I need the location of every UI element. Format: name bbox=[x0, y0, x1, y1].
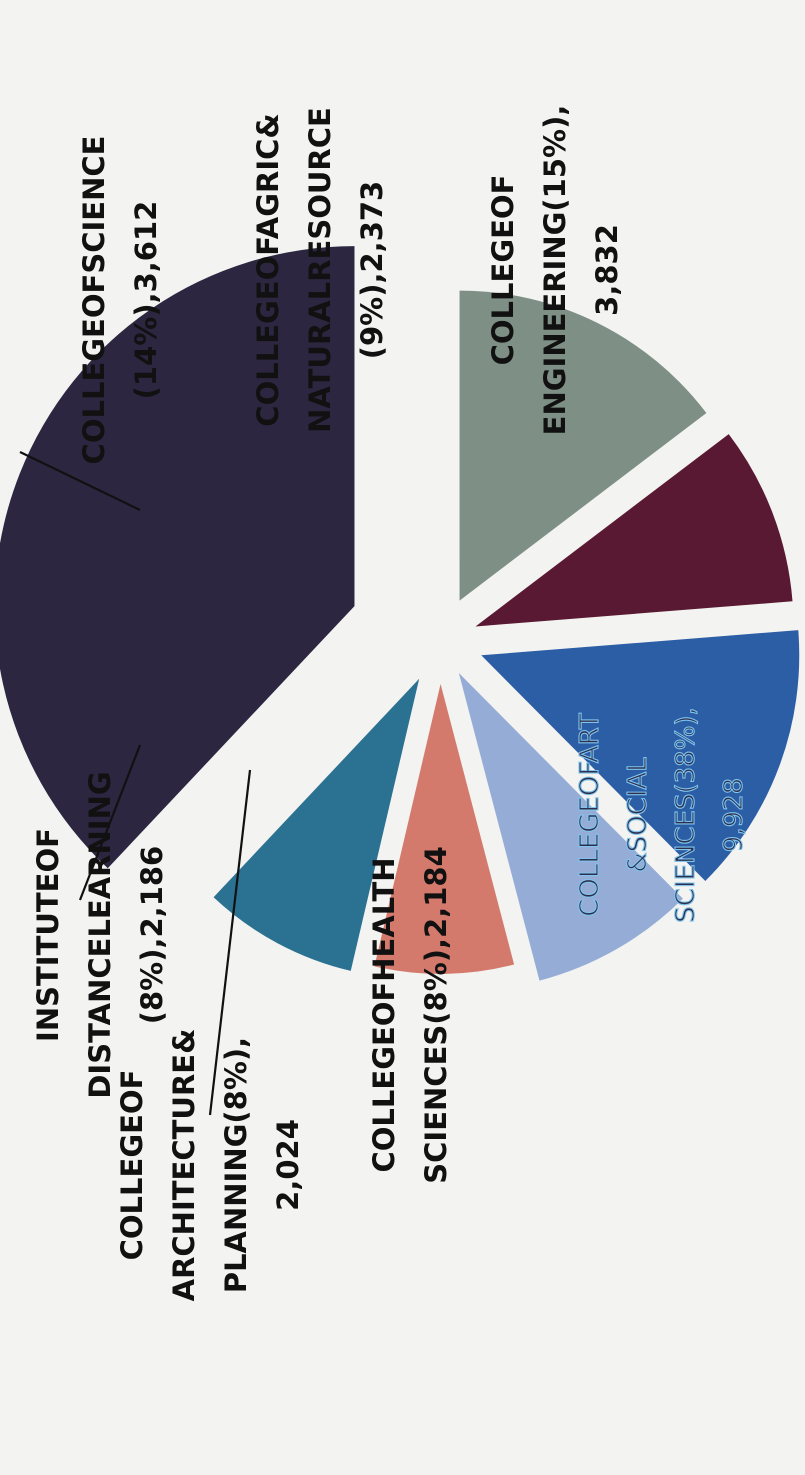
slice-label-line: NATURALRESOURCE bbox=[303, 107, 337, 433]
slice-label-line: COLLEGEOF bbox=[115, 1070, 149, 1261]
slice-label-science: COLLEGEOFSCIENCE (14%),3,612 bbox=[77, 136, 163, 465]
pie-slice-science bbox=[481, 630, 800, 881]
slice-label-line: (9%),2,373 bbox=[355, 181, 389, 360]
slice-labels: COLLEGEOF ENGINEERING(15%), 3,832COLLEGEOF… bbox=[31, 105, 750, 1302]
slice-label-line: &SOCIAL bbox=[623, 757, 653, 873]
slice-label-line: DISTANCELEARNING bbox=[83, 771, 117, 1098]
slice-label-line: 9,928 bbox=[719, 778, 749, 852]
slice-label-line: SCIENCES(38%), bbox=[671, 707, 701, 923]
pie-slice-art-social-sciences bbox=[0, 246, 355, 869]
slice-label-engineering: COLLEGEOF ENGINEERING(15%), 3,832 bbox=[486, 105, 624, 436]
slice-label-line: ENGINEERING(15%), bbox=[538, 105, 572, 436]
slice-label-line: (8%),2,186 bbox=[135, 846, 169, 1025]
slice-label-line: COLLEGEOFHEALTH bbox=[367, 857, 401, 1172]
slice-label-agric-natural-resource: COLLEGEOFAGRIC& NATURALRESOURCE (9%),2,373 bbox=[251, 107, 389, 433]
pie-slice-architecture-planning bbox=[374, 683, 515, 974]
slice-label-line: SCIENCES(8%),2,184 bbox=[419, 846, 453, 1184]
leader-line-science bbox=[19, 451, 141, 511]
pie-slice-health-sciences bbox=[213, 678, 420, 971]
pie-slice-engineering bbox=[459, 290, 707, 601]
slice-label-line: COLLEGEOF bbox=[486, 175, 520, 366]
pie-slices bbox=[0, 246, 800, 981]
leader-line-distance-learning bbox=[78, 744, 142, 901]
slice-label-line: INSTITUTEOF bbox=[31, 828, 65, 1042]
slice-label-line: 2,024 bbox=[271, 1119, 305, 1211]
slice-label-line: PLANNING(8%), bbox=[219, 1037, 253, 1293]
slice-label-art-social-sciences: COLLEGEOFART &SOCIAL SCIENCES(38%), 9,928 bbox=[574, 707, 749, 924]
slice-label-line: COLLEGEOFAGRIC& bbox=[251, 113, 285, 426]
pie-slice-distance-learning bbox=[458, 672, 683, 981]
slice-label-line: COLLEGEOFSCIENCE bbox=[77, 136, 111, 465]
pie-slice-agric-natural-resource bbox=[475, 434, 793, 627]
slice-label-line: 3,832 bbox=[590, 224, 624, 316]
slice-label-line: (14%),3,612 bbox=[129, 201, 163, 400]
leader-lines bbox=[19, 451, 252, 1116]
slice-label-health-sciences: COLLEGEOFHEALTH SCIENCES(8%),2,184 bbox=[367, 846, 453, 1184]
slice-label-line: COLLEGEOFART bbox=[575, 713, 605, 917]
leader-line-architecture-planning bbox=[208, 769, 252, 1116]
svg-text:COLLEGEOFAGRIC&NATURALRESOURCE: COLLEGEOFAGRIC& NATURALRESOURCE (9%),2,373 bbox=[251, 107, 389, 433]
svg-text:COLLEGEOFSCIENCE(14%),3,612: COLLEGEOFSCIENCE (14%),3,612 bbox=[77, 136, 163, 465]
slice-label-line: ARCHITECTURE& bbox=[167, 1029, 201, 1302]
slice-label-distance-learning: INSTITUTEOF DISTANCELEARNING (8%),2,186 bbox=[31, 771, 169, 1098]
slice-label-architecture-planning: COLLEGEOF ARCHITECTURE& PLANNING(8%), 2,024 bbox=[115, 1029, 305, 1302]
